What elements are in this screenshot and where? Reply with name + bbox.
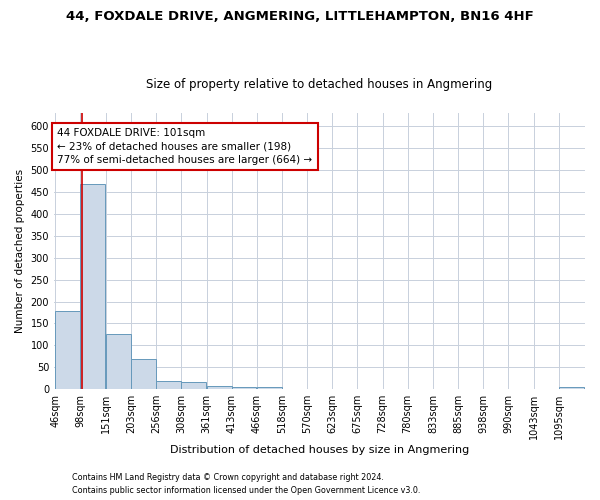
Bar xyxy=(206,386,232,389)
X-axis label: Distribution of detached houses by size in Angmering: Distribution of detached houses by size … xyxy=(170,445,469,455)
Text: Contains HM Land Registry data © Crown copyright and database right 2024.
Contai: Contains HM Land Registry data © Crown c… xyxy=(72,474,421,495)
Bar xyxy=(156,382,181,389)
Bar xyxy=(106,334,131,389)
Text: 44 FOXDALE DRIVE: 101sqm
← 23% of detached houses are smaller (198)
77% of semi-: 44 FOXDALE DRIVE: 101sqm ← 23% of detach… xyxy=(58,128,313,164)
Title: Size of property relative to detached houses in Angmering: Size of property relative to detached ho… xyxy=(146,78,493,91)
Y-axis label: Number of detached properties: Number of detached properties xyxy=(15,169,25,333)
Text: 44, FOXDALE DRIVE, ANGMERING, LITTLEHAMPTON, BN16 4HF: 44, FOXDALE DRIVE, ANGMERING, LITTLEHAMP… xyxy=(66,10,534,23)
Bar xyxy=(232,387,256,389)
Bar xyxy=(559,387,584,389)
Bar xyxy=(55,311,80,389)
Bar xyxy=(80,184,106,389)
Bar xyxy=(131,360,156,389)
Bar xyxy=(181,382,206,389)
Bar xyxy=(257,388,282,389)
